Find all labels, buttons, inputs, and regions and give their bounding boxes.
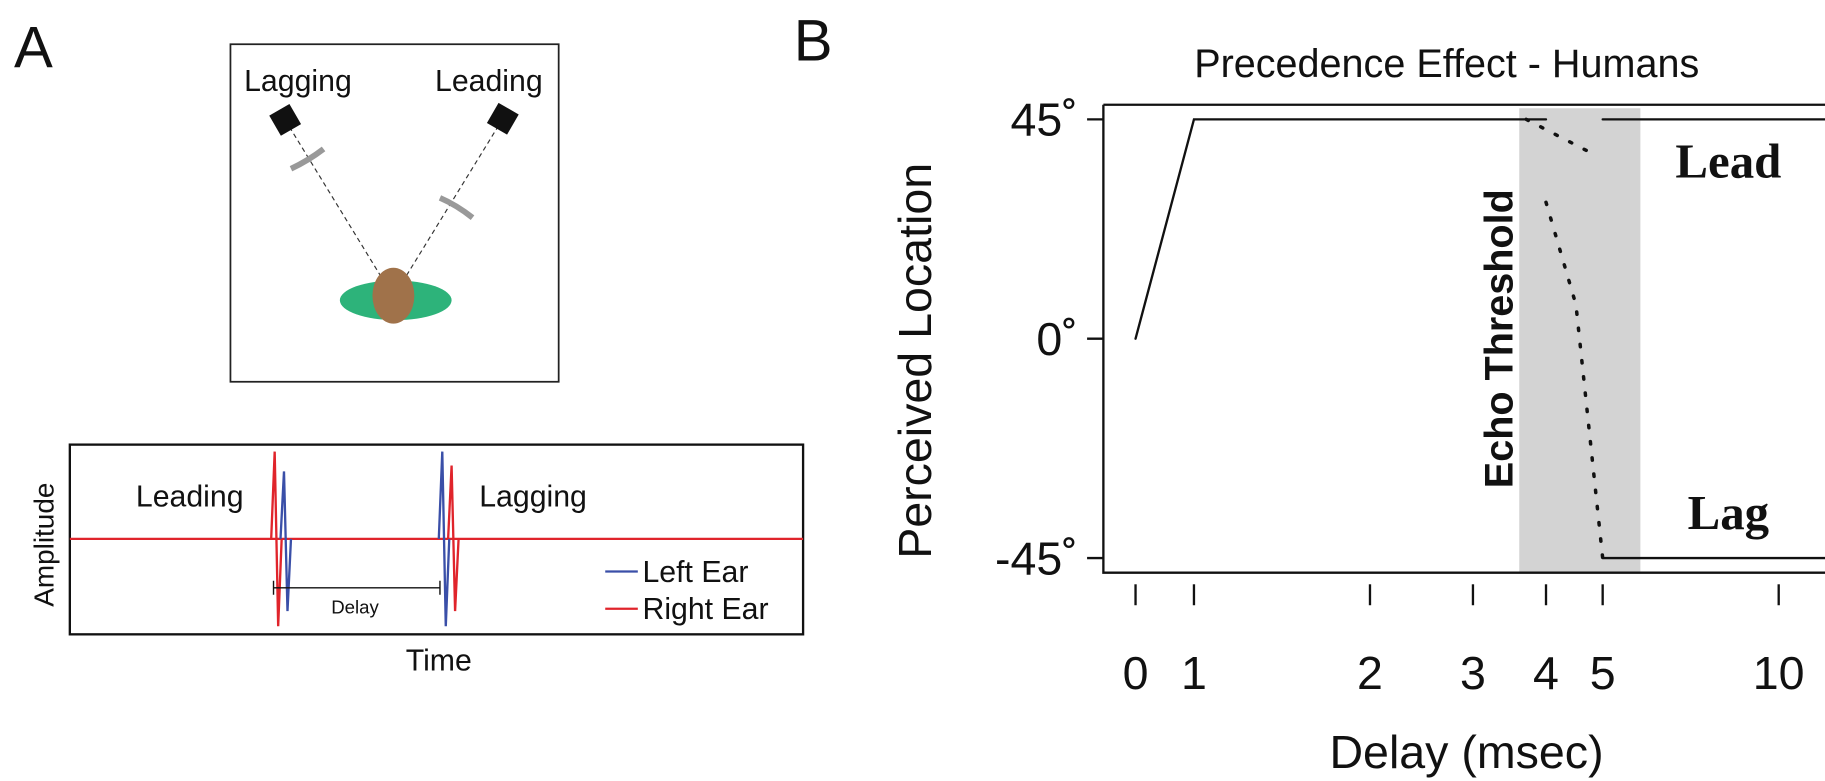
speaker	[269, 103, 302, 136]
delay-label: Delay	[331, 596, 379, 617]
x-axis-label: Time	[406, 644, 472, 677]
sound-path	[392, 118, 504, 298]
pulse-label: Lagging	[479, 480, 587, 513]
legend-label: Right Ear	[642, 593, 768, 626]
series-label: Lead	[1675, 134, 1781, 189]
speaker	[486, 102, 519, 135]
speaker-label: Leading	[435, 65, 543, 98]
x-tick-label: 3	[1460, 647, 1486, 699]
series-label: Lag	[1688, 485, 1769, 540]
legend-label: Left Ear	[642, 556, 748, 589]
x-tick-label: 4	[1533, 647, 1559, 699]
y-tick-label: -45˚	[995, 532, 1078, 584]
sound-path	[284, 119, 394, 298]
delay-bracket	[272, 580, 441, 595]
panel-label: B	[794, 9, 833, 74]
y-tick-label: 0˚	[1036, 313, 1077, 365]
x-tick-label: 1	[1181, 647, 1207, 699]
x-tick-label: 2	[1357, 647, 1383, 699]
pulse	[437, 451, 451, 627]
y-tick-label: 45˚	[1010, 94, 1077, 146]
x-tick-label: 10	[1753, 647, 1805, 699]
series-line	[1134, 118, 1825, 340]
x-tick-label: 0	[1123, 647, 1149, 699]
y-axis-label: Amplitude	[29, 483, 60, 607]
echo-threshold-region	[1519, 108, 1641, 573]
pulse	[270, 451, 283, 627]
panel-label: A	[14, 16, 53, 81]
x-axis-label: Delay (msec)	[1329, 726, 1603, 778]
wavefront	[438, 195, 475, 220]
plot: Echo Threshold -45˚ 0˚ 45˚ 0 1 2 3 4 5 10 Lead Lag	[995, 94, 1825, 699]
chart-title: Precedence Effect - Humans	[1194, 42, 1699, 86]
head	[372, 267, 415, 324]
legend: Left Ear Right Ear	[605, 556, 769, 626]
region-label: Echo Threshold	[1477, 189, 1521, 488]
series-line	[1544, 200, 1605, 560]
pulse-label: Leading	[136, 480, 244, 513]
x-tick-label: 5	[1590, 647, 1616, 699]
pulse	[446, 465, 460, 612]
y-axis-label: Perceived Location	[889, 163, 941, 559]
pulse	[279, 471, 293, 612]
wavefront	[289, 146, 326, 172]
diagram-box	[229, 43, 560, 383]
speaker-label: Lagging	[244, 65, 352, 98]
axis-frame	[1102, 103, 1825, 574]
